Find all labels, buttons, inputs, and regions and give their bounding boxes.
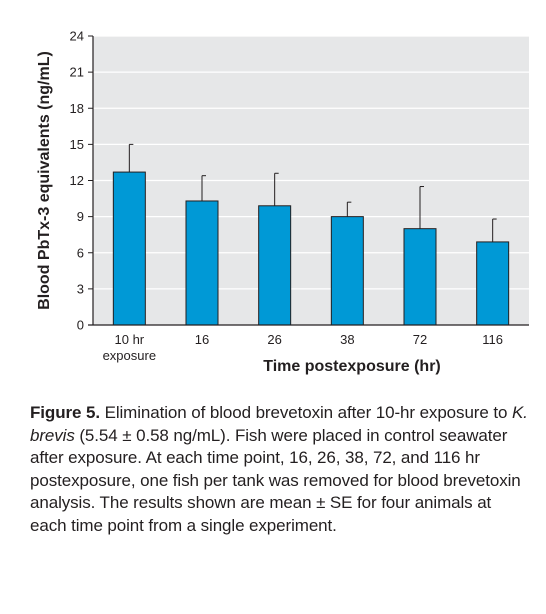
x-tick-label: 116 bbox=[482, 332, 503, 347]
bar bbox=[258, 205, 292, 326]
y-tick-label: 6 bbox=[77, 245, 84, 260]
error-bars bbox=[128, 143, 497, 242]
y-axis-label: Blood PbTx-3 equivalents (ng/mL) bbox=[36, 51, 53, 310]
bar bbox=[330, 216, 364, 326]
y-tick-label: 21 bbox=[70, 65, 84, 80]
x-tick-label: 72 bbox=[413, 332, 427, 347]
x-tick-label: 16 bbox=[195, 332, 209, 347]
caption-text-1: Elimination of blood brevetoxin after 10… bbox=[99, 403, 512, 422]
y-tick-label: 12 bbox=[70, 173, 84, 188]
figure-label: Figure 5. bbox=[30, 403, 100, 422]
y-tick-label: 3 bbox=[77, 281, 84, 296]
bar bbox=[403, 228, 437, 326]
y-tick-label: 18 bbox=[70, 101, 84, 116]
x-tick-label: 38 bbox=[340, 332, 354, 347]
y-tick-label: 0 bbox=[77, 318, 84, 333]
bar bbox=[112, 171, 146, 326]
gridlines bbox=[93, 35, 529, 290]
species-name: K. brevis bbox=[30, 403, 528, 445]
y-tick-label: 15 bbox=[70, 137, 84, 152]
figure-caption: Figure 5. Elimination of blood brevetoxi… bbox=[30, 402, 530, 537]
x-tick-label: 26 bbox=[267, 332, 281, 347]
bars bbox=[112, 171, 510, 326]
bar bbox=[185, 200, 219, 326]
x-axis-label: Time postexposure (hr) bbox=[263, 358, 441, 375]
y-axis-ticks: 0 3 6 9 12 15 18 21 24 bbox=[70, 29, 93, 333]
x-tick-label: 10 hr bbox=[115, 332, 145, 347]
bar bbox=[476, 241, 510, 326]
x-tick-sublabel: exposure bbox=[103, 348, 156, 363]
y-tick-label: 9 bbox=[77, 209, 84, 224]
caption-text-2: (5.54 ± 0.58 ng/mL). Fish were placed in… bbox=[30, 425, 521, 535]
y-tick-label: 24 bbox=[70, 29, 84, 44]
